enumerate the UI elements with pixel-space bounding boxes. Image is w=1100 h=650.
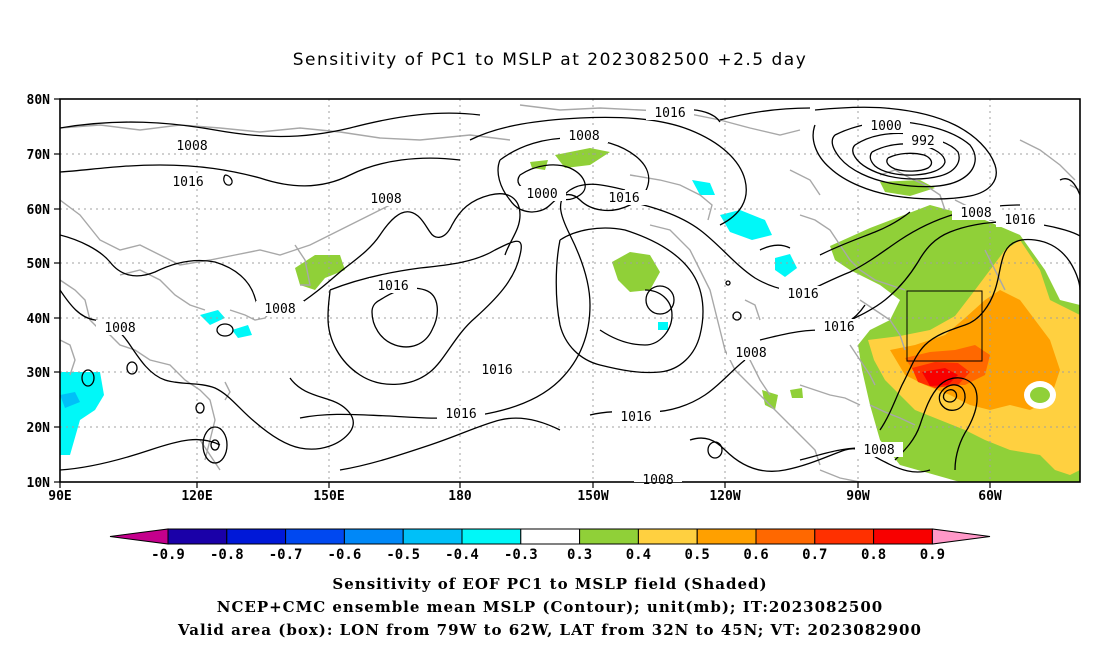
shade-negative-pacific [658, 322, 668, 330]
shade-negative-japan [200, 310, 225, 325]
lon-label-120w: 120W [709, 489, 740, 504]
lon-label-180: 180 [448, 489, 472, 504]
colorbar-label: -0.3 [504, 547, 538, 563]
caption-shading: Sensitivity of EOF PC1 to MSLP field (Sh… [332, 575, 768, 593]
contour-label: 1016 [445, 407, 476, 422]
colorbar-label: 0.6 [743, 547, 768, 563]
contour-label: 1016 [620, 410, 651, 425]
caption-valid-area: Valid area (box): LON from 79W to 62W, L… [178, 621, 922, 639]
colorbar-box [167, 528, 228, 545]
shade-baja [762, 390, 778, 410]
contour-label: 1016 [1004, 213, 1035, 228]
colorbar-box [461, 528, 522, 545]
lat-label-70n: 70N [27, 148, 51, 163]
contour-label: 1008 [370, 192, 401, 207]
colorbar-box [696, 528, 757, 545]
lon-label-90w: 90W [846, 489, 870, 504]
colorbar-box [637, 528, 698, 545]
shade-negative-japan2 [232, 325, 252, 338]
colorbar-box [402, 528, 463, 545]
colorbar-box [226, 528, 287, 545]
contour-labels: 1008 1016 1008 1008 1016 1008 1000 1016 … [96, 105, 1044, 488]
colorbar-label: 0.7 [802, 547, 827, 563]
shade-kamchatka [295, 255, 345, 290]
colorbar: -0.9 -0.8 -0.7 -0.6 -0.5 -0.4 -0.3 0.3 0.4 0.5 0.6… [109, 528, 991, 563]
contour-label: 992 [911, 134, 934, 149]
lon-axis-labels: 90E 120E 150E 180 150W 120W 90W 60W [48, 489, 1002, 504]
valid-area-box [906, 290, 983, 362]
contour-label: 1008 [863, 443, 894, 458]
lon-label-120e: 120E [181, 489, 212, 504]
colorbar-box [343, 528, 404, 545]
colorbar-label: 0.8 [861, 547, 886, 563]
shade-green-hole [1030, 387, 1050, 403]
axis-ticks [54, 98, 991, 488]
plot-frame [59, 98, 1081, 483]
lat-axis-labels: 80N 70N 60N 50N 40N 30N 20N 10N [27, 93, 51, 491]
colorbar-box [814, 528, 875, 545]
lat-label-10n: 10N [27, 476, 51, 491]
shade-negative-canada [775, 254, 797, 277]
shade-arctic-green [555, 148, 610, 168]
lat-label-80n: 80N [27, 93, 51, 108]
caption-contour: NCEP+CMC ensemble mean MSLP (Contour); u… [216, 598, 884, 616]
shade-negative-alaska2 [692, 180, 715, 195]
lat-label-40n: 40N [27, 312, 51, 327]
colorbar-extend-low [109, 528, 169, 545]
contour-label: 1016 [172, 175, 203, 190]
contour-label: 1008 [176, 139, 207, 154]
colorbar-label: -0.4 [445, 547, 479, 563]
lat-label-60n: 60N [27, 203, 51, 218]
colorbar-label: 0.9 [920, 547, 945, 563]
contour-label: 1016 [377, 279, 408, 294]
contour-label: 1016 [481, 363, 512, 378]
contour-label: 1008 [960, 206, 991, 221]
contour-label: 1008 [735, 346, 766, 361]
contour-label: 1008 [264, 302, 295, 317]
shade-negative-alaska [720, 210, 772, 240]
map-title: Sensitivity of PC1 to MSLP at 2023082500… [292, 50, 808, 70]
contour-label: 1000 [526, 187, 557, 202]
lon-label-90e: 90E [48, 489, 71, 504]
colorbar-box [579, 528, 639, 545]
colorbar-box [520, 528, 581, 545]
shade-negative-india2 [60, 392, 80, 408]
colorbar-label: 0.3 [567, 547, 592, 563]
contour-label: 1008 [642, 473, 673, 488]
shade-pacific-green [612, 252, 660, 292]
colorbar-label: 0.4 [626, 547, 651, 563]
colorbar-label: -0.9 [151, 547, 185, 563]
lon-label-150w: 150W [577, 489, 608, 504]
colorbar-label: -0.7 [269, 547, 303, 563]
contour-label: 1016 [823, 320, 854, 335]
contour-label: 1016 [654, 106, 685, 121]
contour-label: 1016 [787, 287, 818, 302]
shaded-sensitivity [60, 148, 1080, 482]
lat-label-50n: 50N [27, 257, 51, 272]
lon-label-150e: 150E [313, 489, 344, 504]
colorbar-label: -0.8 [210, 547, 244, 563]
coastlines [60, 104, 1080, 482]
contour-label: 1008 [104, 321, 135, 336]
shade-gulf [790, 388, 803, 398]
colorbar-box [755, 528, 816, 545]
lat-label-20n: 20N [27, 421, 51, 436]
colorbar-label: 0.5 [685, 547, 710, 563]
shade-negative-india [60, 372, 104, 455]
lat-label-30n: 30N [27, 366, 51, 381]
colorbar-box [873, 528, 933, 545]
lon-label-60w: 60W [978, 489, 1002, 504]
colorbar-box [285, 528, 345, 545]
contour-label: 1000 [870, 119, 901, 134]
contour-label: 1016 [608, 191, 639, 206]
colorbar-extend-high [931, 528, 991, 545]
colorbar-label: -0.5 [386, 547, 420, 563]
contour-label: 1008 [568, 129, 599, 144]
colorbar-label: -0.6 [328, 547, 362, 563]
